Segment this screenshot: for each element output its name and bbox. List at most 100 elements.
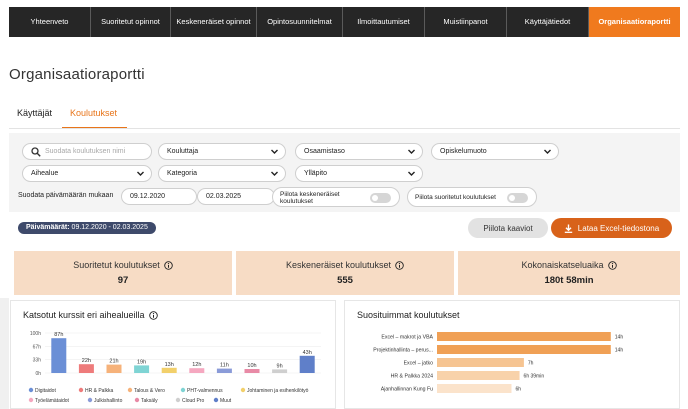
- kpi-unfinished: Keskeneräiset koulutukset 555: [236, 251, 454, 295]
- date-from-input[interactable]: 09.12.2020: [121, 188, 197, 205]
- bar[interactable]: [244, 369, 260, 373]
- nav-item-yhteenveto[interactable]: Yhteenveto: [9, 7, 91, 37]
- kpi-unfinished-label: Keskeneräiset koulutukset: [285, 260, 392, 270]
- date-to-value: 02.03.2025: [206, 193, 242, 200]
- nav-item-opintosuunnitelmat[interactable]: Opintosuunnitelmat: [257, 7, 343, 37]
- kpi-completed-label: Suoritetut koulutukset: [73, 260, 160, 270]
- bar[interactable]: [161, 367, 177, 373]
- y-tick-label: 100h: [30, 331, 41, 337]
- legend-swatch: [28, 397, 34, 403]
- hide-completed-toggle-box: Piilota suoritetut koulutukset: [407, 187, 537, 207]
- legend-label: Muut: [220, 398, 232, 404]
- nav-item-ilmoittautumiset[interactable]: Ilmoittautumiset: [343, 7, 425, 37]
- hide-charts-button[interactable]: Piilota kaaviot: [468, 218, 548, 238]
- download-icon: [564, 224, 572, 233]
- bar[interactable]: [437, 371, 520, 380]
- topics-chart-title: Katsotut kurssit eri aihealueilla: [23, 310, 145, 320]
- kpi-total-watch-time-value: 180t 58min: [544, 275, 594, 286]
- download-excel-button[interactable]: Lataa Excel-tiedostona: [551, 218, 672, 238]
- bar[interactable]: [189, 368, 205, 373]
- hide-unfinished-toggle[interactable]: [370, 193, 391, 203]
- date-to-input[interactable]: 02.03.2025: [197, 188, 275, 205]
- kouluttaja-select[interactable]: Kouluttaja: [158, 143, 286, 160]
- bar-value-label: 14h: [615, 348, 624, 354]
- bar-value-label: 14h: [615, 335, 624, 341]
- bar[interactable]: [437, 345, 611, 354]
- date-badge-range: 09.12.2020 - 02.03.2025: [71, 224, 148, 231]
- info-icon[interactable]: [164, 260, 173, 270]
- bar-value-label: 11h: [220, 363, 229, 369]
- bar[interactable]: [437, 358, 524, 367]
- legend-label: Talous & Vero: [134, 388, 165, 394]
- aihealue-label: Aihealue: [31, 170, 59, 177]
- kouluttaja-label: Kouluttaja: [167, 148, 199, 155]
- legend-label: HR & Palkka: [85, 388, 114, 394]
- legend-swatch: [78, 387, 84, 393]
- legend-swatch: [127, 387, 133, 393]
- bar-value-label: 22h: [82, 358, 91, 364]
- y-tick-label: 33h: [33, 358, 42, 364]
- category-label: Excel – jatko: [404, 361, 434, 367]
- chevron-down-icon: [544, 149, 551, 154]
- legend-label: PHT-valmennus: [187, 388, 223, 394]
- legend-swatch: [134, 397, 140, 403]
- bar[interactable]: [106, 364, 122, 373]
- nav-item-organisaatioraportti[interactable]: Organisaatioraportti: [589, 7, 680, 37]
- download-excel-label: Lataa Excel-tiedostona: [577, 223, 660, 233]
- osaamistaso-select[interactable]: Osaamistaso: [295, 143, 423, 160]
- tab-kayttajat[interactable]: Käyttäjät: [17, 108, 53, 118]
- yllapito-label: Ylläpito: [304, 170, 327, 177]
- legend-swatch: [240, 387, 246, 393]
- bar-value-label: 6h: [515, 387, 521, 393]
- kategoria-label: Kategoria: [167, 170, 197, 177]
- category-label: Ajanhallinnan Kung Fu: [381, 387, 433, 393]
- y-tick-label: 67h: [33, 344, 42, 350]
- nav-item-muistiinpanot[interactable]: Muistiinpanot: [425, 7, 507, 37]
- yllapito-select[interactable]: Ylläpito: [295, 165, 423, 182]
- info-icon[interactable]: [607, 260, 617, 270]
- bar[interactable]: [134, 365, 150, 373]
- bar[interactable]: [299, 355, 315, 373]
- bar-value-label: 10h: [247, 363, 256, 369]
- opiskelumuoto-select[interactable]: Opiskelumuoto: [431, 143, 559, 160]
- category-label: Excel – makrot ja VBA: [381, 335, 433, 341]
- chevron-down-icon: [271, 171, 278, 176]
- y-tick-label: 0h: [35, 371, 41, 377]
- legend-swatch: [87, 397, 93, 403]
- chevron-down-icon: [408, 171, 415, 176]
- kpi-unfinished-value: 555: [337, 275, 353, 286]
- filter-panel: Suodata koulutuksen nimi Kouluttaja Osaa…: [9, 133, 680, 212]
- nav-item-suoritetut-opinnot[interactable]: Suoritetut opinnot: [91, 7, 171, 37]
- legend-label: Johtaminen ja esihenkilötyö: [247, 388, 309, 394]
- bar[interactable]: [78, 364, 94, 373]
- nav-item-keskeneraiset-opinnot[interactable]: Keskeneräiset opinnot: [171, 7, 257, 37]
- aihealue-select[interactable]: Aihealue: [22, 165, 152, 182]
- popular-bar-chart: Excel – makrot ja VBA 14h Projektinhallint…: [373, 332, 624, 393]
- bar[interactable]: [437, 332, 611, 341]
- legend-label: Työelämätaidot: [35, 398, 70, 404]
- info-icon[interactable]: [395, 260, 404, 270]
- top-navigation: Yhteenveto Suoritetut opinnot Keskeneräi…: [9, 7, 680, 37]
- bar[interactable]: [216, 368, 232, 373]
- search-input[interactable]: Suodata koulutuksen nimi: [22, 143, 152, 160]
- category-label: HR & Palkka 2024: [391, 374, 434, 380]
- tab-koulutukset[interactable]: Koulutukset: [62, 105, 128, 129]
- bar-value-label: 12h: [192, 362, 201, 368]
- legend-label: Taksäly: [141, 398, 158, 404]
- bar[interactable]: [437, 384, 512, 393]
- date-badge-prefix: Päivämäärät:: [26, 224, 70, 231]
- legend-swatch: [28, 387, 34, 393]
- bar[interactable]: [272, 369, 288, 373]
- info-icon[interactable]: [148, 310, 158, 320]
- legend-label: Digitaidot: [35, 388, 56, 394]
- hide-completed-toggle[interactable]: [507, 193, 528, 203]
- legend-label: Cloud Pro: [182, 398, 204, 404]
- date-from-value: 09.12.2020: [130, 193, 166, 200]
- bar[interactable]: [51, 338, 67, 373]
- nav-item-kayttajatiedot[interactable]: Käyttäjätiedot: [507, 7, 589, 37]
- kpi-completed-value: 97: [117, 275, 129, 286]
- hide-unfinished-toggle-box: Piilota keskeneräiset koulutukset: [272, 187, 400, 207]
- hide-completed-label: Piilota suoritetut koulutukset: [415, 194, 496, 201]
- bar-value-label: 43h: [303, 350, 312, 356]
- kategoria-select[interactable]: Kategoria: [158, 165, 286, 182]
